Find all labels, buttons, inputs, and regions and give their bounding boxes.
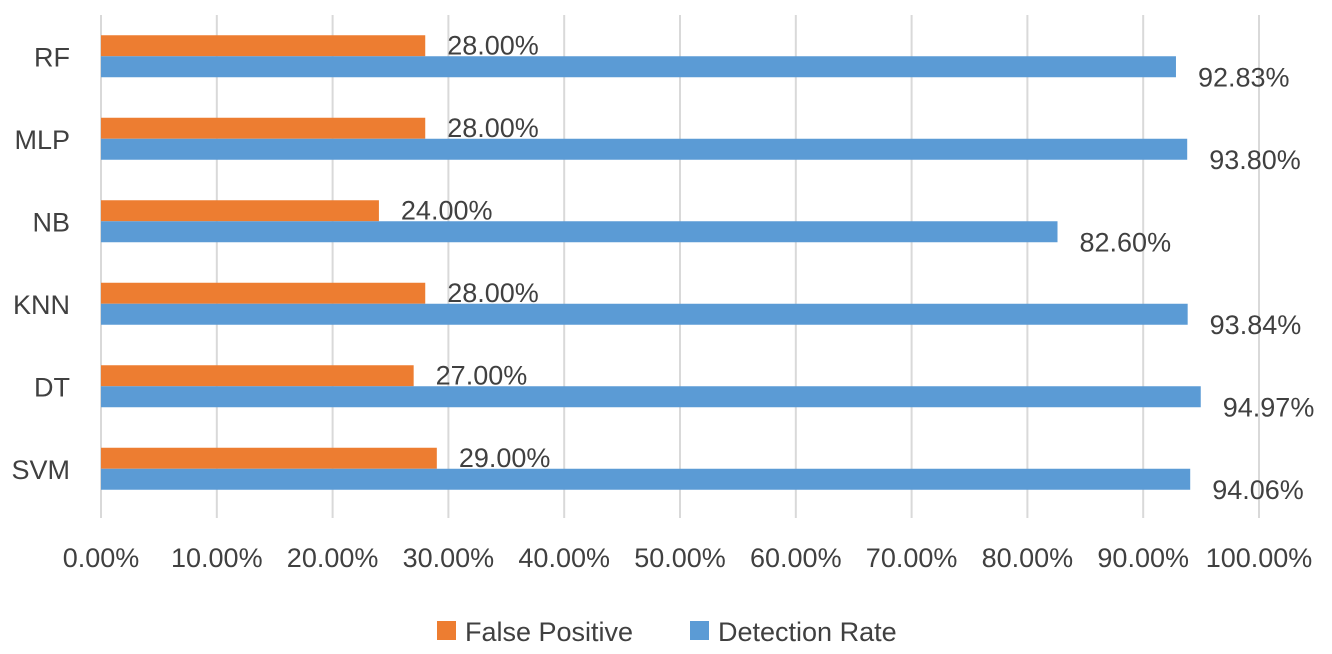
legend-label: False Positive bbox=[465, 617, 633, 647]
bar-false-positive bbox=[101, 365, 414, 387]
data-label-detection-rate: 93.84% bbox=[1210, 310, 1302, 340]
legend-swatch bbox=[690, 621, 709, 640]
legend-swatch bbox=[437, 621, 456, 640]
x-tick-label: 40.00% bbox=[518, 543, 610, 573]
x-tick-label: 60.00% bbox=[750, 543, 842, 573]
x-tick-label: 20.00% bbox=[287, 543, 379, 573]
data-label-detection-rate: 93.80% bbox=[1209, 145, 1301, 175]
bar-false-positive bbox=[101, 117, 426, 139]
bar-false-positive bbox=[101, 200, 379, 222]
data-label-false-positive: 28.00% bbox=[447, 113, 539, 143]
data-label-false-positive: 27.00% bbox=[436, 360, 528, 390]
x-tick-label: 100.00% bbox=[1206, 543, 1313, 573]
legend-item-false-positive: False Positive bbox=[437, 617, 633, 647]
x-tick-label: 70.00% bbox=[866, 543, 958, 573]
bar-detection-rate bbox=[101, 138, 1188, 160]
x-tick-label: 30.00% bbox=[403, 543, 495, 573]
data-label-false-positive: 28.00% bbox=[447, 278, 539, 308]
x-tick-label: 50.00% bbox=[634, 543, 726, 573]
bar-detection-rate bbox=[101, 468, 1191, 490]
data-label-detection-rate: 82.60% bbox=[1080, 227, 1172, 257]
category-label: RF bbox=[34, 42, 70, 72]
chart-category-labels: SVM DT KNN NB MLP RF bbox=[11, 42, 70, 485]
x-tick-label: 90.00% bbox=[1097, 543, 1189, 573]
data-label-detection-rate: 92.83% bbox=[1198, 62, 1290, 92]
category-label: MLP bbox=[14, 125, 70, 155]
legend-item-detection-rate: Detection Rate bbox=[690, 617, 897, 647]
bar-detection-rate bbox=[101, 303, 1188, 325]
bar-detection-rate bbox=[101, 56, 1176, 78]
bar-false-positive bbox=[101, 447, 437, 469]
bar-false-positive bbox=[101, 282, 426, 304]
category-label: NB bbox=[32, 207, 70, 237]
category-label: DT bbox=[34, 372, 70, 402]
category-label: SVM bbox=[11, 455, 70, 485]
chart-grid bbox=[100, 15, 1260, 518]
x-tick-label: 10.00% bbox=[171, 543, 263, 573]
x-tick-label: 80.00% bbox=[982, 543, 1074, 573]
data-label-detection-rate: 94.97% bbox=[1223, 392, 1315, 422]
chart-bars bbox=[101, 35, 1201, 490]
chart-data-labels: 29.00% 94.06% 27.00% 94.97% 28.00% 93.84% 24.0… bbox=[401, 30, 1314, 505]
bar-detection-rate bbox=[101, 221, 1058, 243]
data-label-false-positive: 24.00% bbox=[401, 195, 493, 225]
chart-tick-labels: 0.00% 10.00% 20.00% 30.00% 40.00% 50.00% 60.00… bbox=[63, 543, 1313, 573]
data-label-detection-rate: 94.06% bbox=[1212, 475, 1304, 505]
data-label-false-positive: 29.00% bbox=[459, 443, 551, 473]
category-label: KNN bbox=[13, 290, 70, 320]
bar-detection-rate bbox=[101, 386, 1201, 408]
x-tick-label: 0.00% bbox=[63, 543, 140, 573]
data-label-false-positive: 28.00% bbox=[447, 30, 539, 60]
bar-false-positive bbox=[101, 35, 426, 57]
chart-legend: False Positive Detection Rate bbox=[437, 617, 897, 647]
legend-label: Detection Rate bbox=[718, 617, 897, 647]
